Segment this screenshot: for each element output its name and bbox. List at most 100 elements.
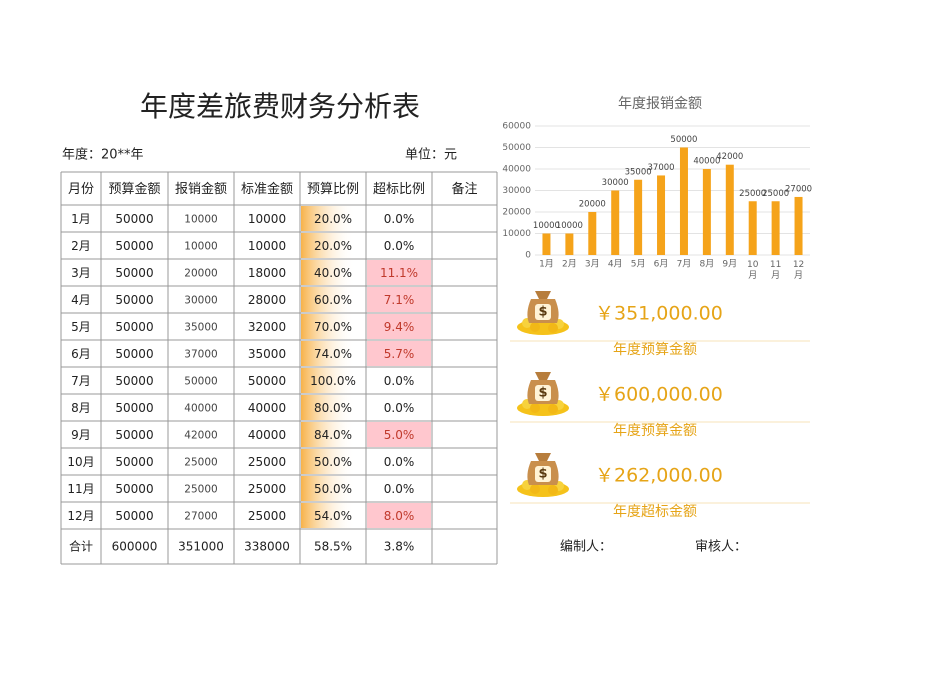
cell: 35000: [184, 322, 217, 334]
cell: 50000: [115, 293, 153, 307]
card-amount: ￥262,000.00: [595, 465, 723, 487]
cell: 标准金额: [241, 181, 293, 197]
cell: 58.5%: [314, 540, 352, 554]
cell: 8.0%: [384, 509, 415, 523]
x-tick-label: 8月: [700, 259, 715, 270]
cell: 1月: [71, 212, 91, 226]
data-label: 10000: [533, 221, 560, 231]
cell: 12月: [67, 509, 94, 523]
cell: 351000: [178, 540, 224, 554]
cell: 42000: [184, 430, 217, 442]
cell: 7月: [71, 374, 91, 388]
ratio-shade: [301, 395, 355, 420]
cell: 9月: [71, 428, 91, 442]
data-label: 10000: [556, 221, 583, 231]
ratio-shade: [301, 368, 355, 393]
cell: 9.4%: [384, 320, 415, 334]
y-tick-label: 10000: [502, 229, 531, 239]
cell: 50.0%: [314, 482, 352, 496]
ratio-shade: [301, 503, 355, 528]
ratio-shade: [301, 233, 355, 258]
cell: 0.0%: [384, 482, 415, 496]
cell: 30000: [184, 295, 217, 307]
bar: [748, 201, 757, 255]
cell: 27000: [184, 511, 217, 523]
y-tick-label: 30000: [502, 186, 531, 196]
year-label: 年度：20**年: [62, 147, 144, 163]
cell: 338000: [244, 540, 290, 554]
bar: [565, 233, 574, 255]
cell: 50.0%: [314, 455, 352, 469]
cell: 54.0%: [314, 509, 352, 523]
card-label: 年度预算金额: [613, 342, 697, 358]
cell: 25000: [248, 455, 286, 469]
cell: 50000: [184, 376, 217, 388]
cell: 报销金额: [175, 181, 227, 197]
bar: [794, 196, 803, 255]
cell: 600000: [112, 540, 158, 554]
cell: 预算比例: [307, 182, 359, 197]
over-highlight: [367, 287, 431, 312]
cell: 37000: [184, 349, 217, 361]
ratio-shade: [301, 449, 355, 474]
data-label: 27000: [785, 184, 812, 194]
cell: 70.0%: [314, 320, 352, 334]
cell: 20.0%: [314, 212, 352, 226]
x-tick-label: 6月: [654, 259, 669, 270]
data-label: 42000: [716, 152, 743, 162]
cell: 预算金额: [108, 181, 160, 197]
x-tick-label: 5月: [631, 259, 646, 270]
bar: [771, 201, 780, 255]
bar: [542, 233, 551, 255]
x-tick-label: 3月: [585, 259, 600, 270]
cell: 50000: [115, 347, 153, 361]
cell: 50000: [115, 401, 153, 415]
cell: 50000: [115, 266, 153, 280]
cell: 25000: [184, 484, 217, 496]
ratio-shade: [301, 476, 355, 501]
doc-title: 年度差旅费财务分析表: [140, 90, 420, 123]
y-tick-label: 0: [525, 251, 531, 261]
over-highlight: [367, 260, 431, 285]
cell: 20.0%: [314, 239, 352, 253]
x-tick-label: 9月: [722, 259, 737, 270]
data-label: 20000: [579, 200, 606, 210]
bar: [702, 169, 711, 255]
cell: 50000: [115, 239, 153, 253]
ratio-shade: [301, 260, 355, 285]
cell: 50000: [115, 428, 153, 442]
unit-label: 单位：元: [405, 148, 457, 163]
cell: 合计: [69, 539, 93, 554]
bar: [611, 190, 620, 255]
ratio-shade: [301, 314, 355, 339]
over-highlight: [367, 341, 431, 366]
cell: 5月: [71, 320, 91, 334]
cell: 10000: [184, 214, 217, 226]
signature: 编制人：: [560, 540, 612, 555]
cell: 2月: [71, 239, 91, 253]
bar: [634, 179, 643, 255]
data-label: 25000: [739, 189, 766, 199]
x-tick-label: 7月: [677, 259, 692, 270]
cell: 50000: [115, 374, 153, 388]
cell: 25000: [184, 457, 217, 469]
cell: 0.0%: [384, 401, 415, 415]
ratio-shade: [301, 422, 355, 447]
y-tick-label: 60000: [502, 122, 531, 132]
over-highlight: [367, 503, 431, 528]
data-label: 50000: [670, 135, 697, 145]
cell: 20000: [184, 268, 217, 280]
cell: 40.0%: [314, 266, 352, 280]
over-highlight: [367, 422, 431, 447]
bar: [588, 212, 597, 255]
cell: 84.0%: [314, 428, 352, 442]
cell: 50000: [248, 374, 286, 388]
data-label: 40000: [693, 157, 720, 167]
bar: [725, 164, 734, 255]
cell: 25000: [248, 482, 286, 496]
cell: 80.0%: [314, 401, 352, 415]
cell: 7.1%: [384, 293, 415, 307]
cell: 50000: [115, 212, 153, 226]
cell: 40000: [248, 401, 286, 415]
cell: 0.0%: [384, 239, 415, 253]
